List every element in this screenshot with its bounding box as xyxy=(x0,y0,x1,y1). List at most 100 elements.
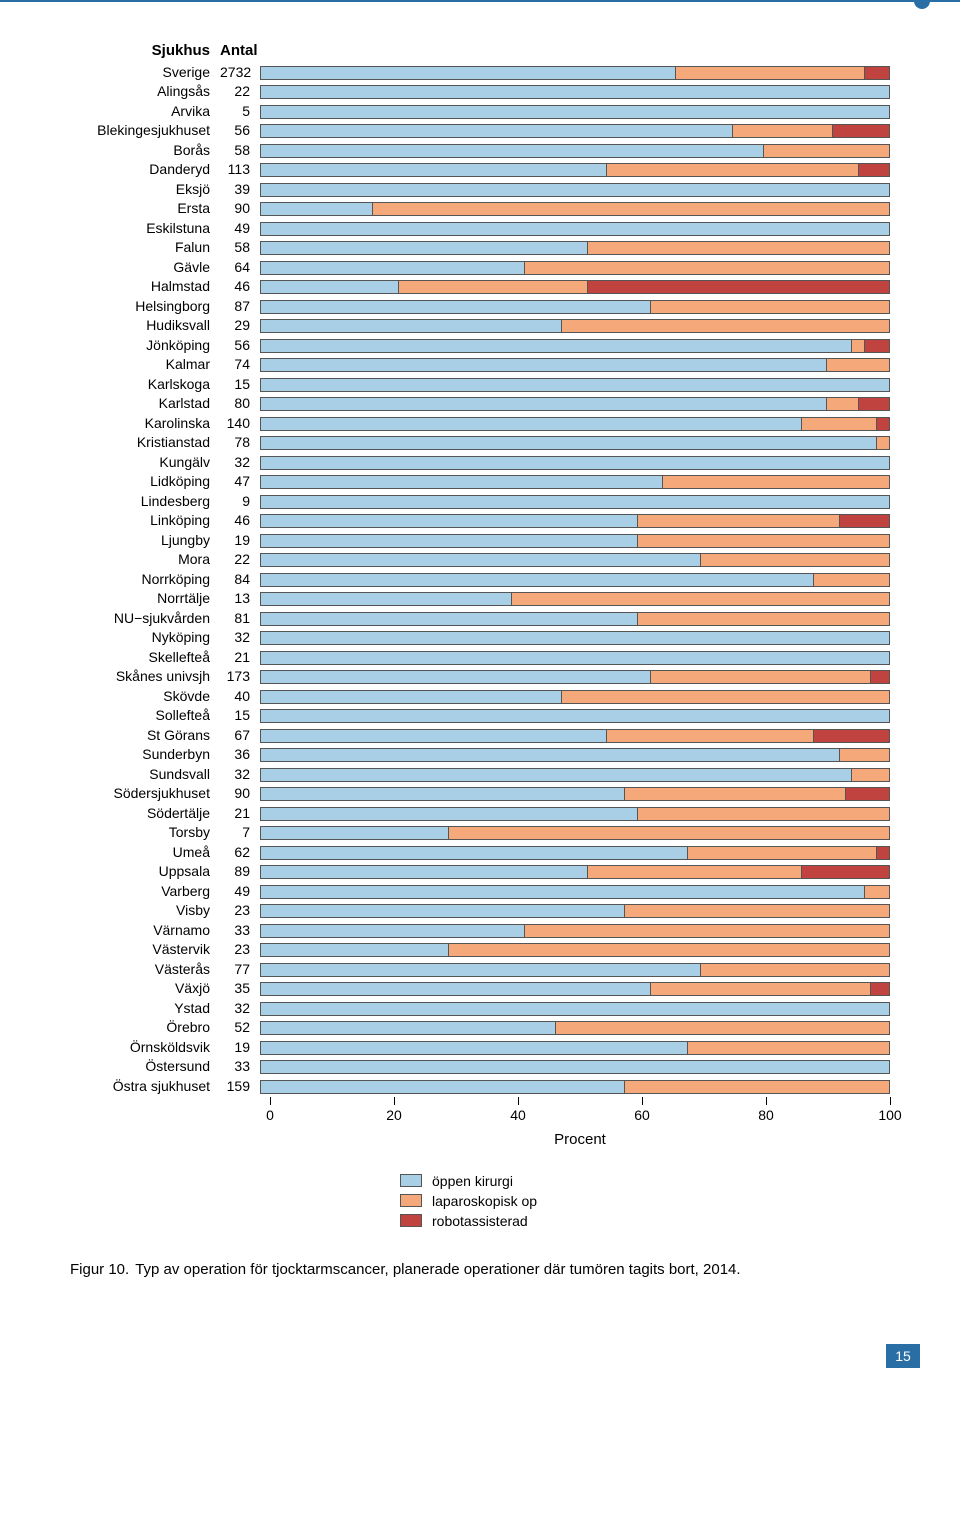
table-row: Skellefteå21 xyxy=(70,647,260,667)
row-name: Helsingborg xyxy=(70,299,220,313)
bar-segment xyxy=(260,436,877,450)
bar-row xyxy=(260,278,890,298)
axis-tick xyxy=(518,1097,519,1105)
figure-caption: Figur 10. Typ av operation för tjocktarm… xyxy=(70,1261,890,1278)
bar-segment xyxy=(260,261,525,275)
axis-tick xyxy=(766,1097,767,1105)
row-count: 19 xyxy=(220,1040,260,1054)
bar-segment xyxy=(625,904,890,918)
bar-row xyxy=(260,375,890,395)
bar-row xyxy=(260,200,890,220)
bar-segment xyxy=(260,241,588,255)
table-row: Norrtälje13 xyxy=(70,589,260,609)
bar-segment xyxy=(688,1041,890,1055)
bar-segment xyxy=(260,534,638,548)
bar-segment xyxy=(638,514,840,528)
table-row: Hudiksvall29 xyxy=(70,316,260,336)
bar-segment xyxy=(260,553,701,567)
row-name: Jönköping xyxy=(70,338,220,352)
row-count: 87 xyxy=(220,299,260,313)
bar-segment xyxy=(373,202,890,216)
row-name: Örnsköldsvik xyxy=(70,1040,220,1054)
row-name: Varberg xyxy=(70,884,220,898)
table-row: Södersjukhuset90 xyxy=(70,784,260,804)
row-count: 173 xyxy=(220,669,260,683)
bar-segment xyxy=(449,826,890,840)
bar-segment xyxy=(525,261,890,275)
table-row: Skånes univsjh173 xyxy=(70,667,260,687)
bar-row xyxy=(260,356,890,376)
row-count: 84 xyxy=(220,572,260,586)
bar-segment xyxy=(827,358,890,372)
bar-segment xyxy=(865,339,890,353)
bar-segment xyxy=(260,982,651,996)
bar-segment xyxy=(651,300,890,314)
table-row: Nyköping32 xyxy=(70,628,260,648)
table-header: Sjukhus Antal xyxy=(70,42,260,59)
axis-tick-label: 40 xyxy=(510,1107,526,1123)
bar-row xyxy=(260,707,890,727)
row-name: Växjö xyxy=(70,981,220,995)
row-count: 58 xyxy=(220,240,260,254)
row-name: Umeå xyxy=(70,845,220,859)
row-name: Västerås xyxy=(70,962,220,976)
bar-segment xyxy=(260,670,651,684)
row-name: Ystad xyxy=(70,1001,220,1015)
bar-row xyxy=(260,1019,890,1039)
row-count: 62 xyxy=(220,845,260,859)
row-count: 89 xyxy=(220,864,260,878)
bar-row xyxy=(260,1077,890,1097)
bar-segment xyxy=(449,943,890,957)
bar-segment xyxy=(663,475,890,489)
bar-row xyxy=(260,980,890,1000)
row-count: 46 xyxy=(220,279,260,293)
row-count: 13 xyxy=(220,591,260,605)
bar-segment xyxy=(833,124,890,138)
row-name: Alingsås xyxy=(70,84,220,98)
bar-row xyxy=(260,317,890,337)
table-row: Skövde40 xyxy=(70,686,260,706)
bar-segment xyxy=(512,592,890,606)
bar-segment xyxy=(260,1002,890,1016)
bar-segment xyxy=(865,66,890,80)
row-name: Södertälje xyxy=(70,806,220,820)
bar-segment xyxy=(260,319,562,333)
row-name: Borås xyxy=(70,143,220,157)
row-name: Eksjö xyxy=(70,182,220,196)
row-count: 23 xyxy=(220,942,260,956)
row-count: 35 xyxy=(220,981,260,995)
bar-segment xyxy=(260,748,840,762)
table-row: Falun58 xyxy=(70,238,260,258)
bar-row xyxy=(260,102,890,122)
table-row: Sunderbyn36 xyxy=(70,745,260,765)
bar-row xyxy=(260,122,890,142)
row-name: Halmstad xyxy=(70,279,220,293)
axis-tick-label: 0 xyxy=(266,1107,274,1123)
row-count: 29 xyxy=(220,318,260,332)
bar-segment xyxy=(260,417,802,431)
bar-row xyxy=(260,765,890,785)
bar-row xyxy=(260,668,890,688)
bar-segment xyxy=(871,670,890,684)
bar-segment xyxy=(260,729,607,743)
bar-segment xyxy=(260,631,890,645)
bar-row xyxy=(260,804,890,824)
bar-segment xyxy=(260,651,890,665)
legend-item: robotassisterad xyxy=(400,1211,890,1231)
table-row: Södertälje21 xyxy=(70,803,260,823)
bar-row xyxy=(260,83,890,103)
bar-segment xyxy=(260,787,625,801)
bar-segment xyxy=(638,534,890,548)
bar-row xyxy=(260,395,890,415)
table-row: Karlstad80 xyxy=(70,394,260,414)
legend-swatch xyxy=(400,1174,422,1187)
page-content: Sjukhus Antal Sverige2732Alingsås22Arvik… xyxy=(0,2,960,1398)
bar-row xyxy=(260,141,890,161)
bar-segment xyxy=(260,592,512,606)
row-count: 56 xyxy=(220,123,260,137)
bar-segment xyxy=(877,436,890,450)
bar-row xyxy=(260,531,890,551)
row-count: 40 xyxy=(220,689,260,703)
axis-tick xyxy=(890,1097,891,1105)
row-name: Skövde xyxy=(70,689,220,703)
